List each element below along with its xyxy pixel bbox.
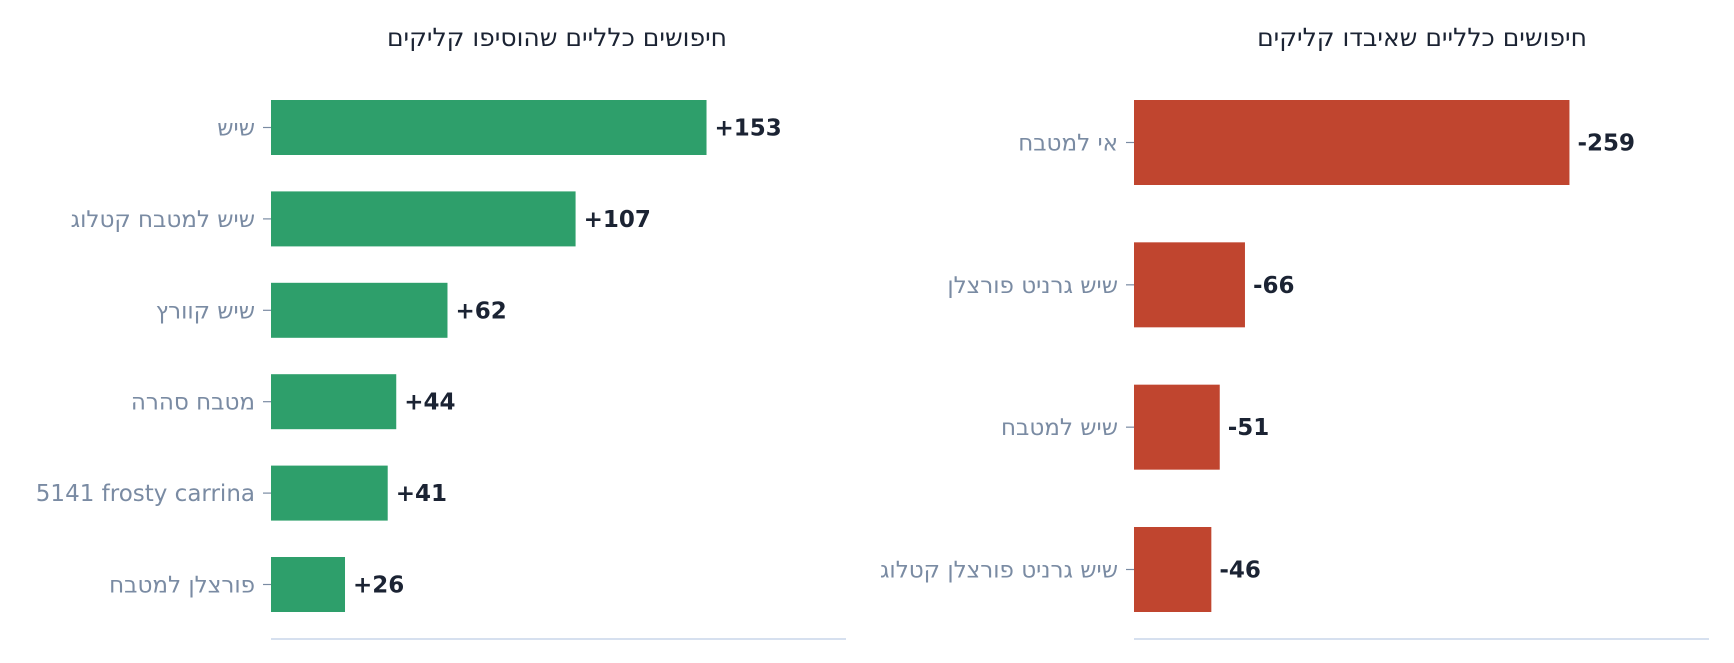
added-value-label: +153 xyxy=(715,116,782,142)
added-bar xyxy=(271,374,397,430)
lost-category-label: שיש למטבח xyxy=(1001,415,1118,441)
lost-value-label: -66 xyxy=(1253,273,1295,299)
lost-category-label: שיש גרניט פורצלן xyxy=(947,273,1118,299)
lost-value-label: -51 xyxy=(1228,415,1270,441)
added-bar xyxy=(271,465,388,521)
added-category-label: שיש קוורץ xyxy=(156,298,255,324)
added-bar xyxy=(271,282,448,338)
added-value-label: +62 xyxy=(455,298,506,324)
lost-category-label: אי למטבח xyxy=(1018,131,1118,157)
lost-value-label: -46 xyxy=(1219,558,1261,584)
added-value-label: +41 xyxy=(396,481,447,507)
added-category-label: מטבח סהרה xyxy=(131,390,255,416)
added-bar xyxy=(271,100,707,155)
added-category-label: 5141 frosty carrina xyxy=(36,481,255,507)
added-category-label: פורצלן למטבח xyxy=(109,573,255,599)
added-value-label: +44 xyxy=(404,390,455,416)
lost-bar xyxy=(1134,242,1245,328)
added-category-label: שיש xyxy=(217,116,255,142)
added-bar xyxy=(271,191,576,247)
lost-category-label: שיש גרניט פורצלן קטלוג xyxy=(880,558,1118,584)
lost-value-label: -259 xyxy=(1577,131,1635,157)
added-category-label: שיש למטבח קטלוג xyxy=(71,207,255,233)
added-value-label: +26 xyxy=(353,573,404,599)
lost-chart-title: חיפושים כלליים שאיבדו קליקים xyxy=(1257,23,1587,52)
added-chart-title: חיפושים כלליים שהוסיפו קליקים xyxy=(387,23,727,52)
lost-bar xyxy=(1134,100,1570,185)
lost-bar xyxy=(1134,384,1220,470)
lost-bar xyxy=(1134,527,1212,612)
added-bar xyxy=(271,557,346,612)
added-value-label: +107 xyxy=(584,207,651,233)
